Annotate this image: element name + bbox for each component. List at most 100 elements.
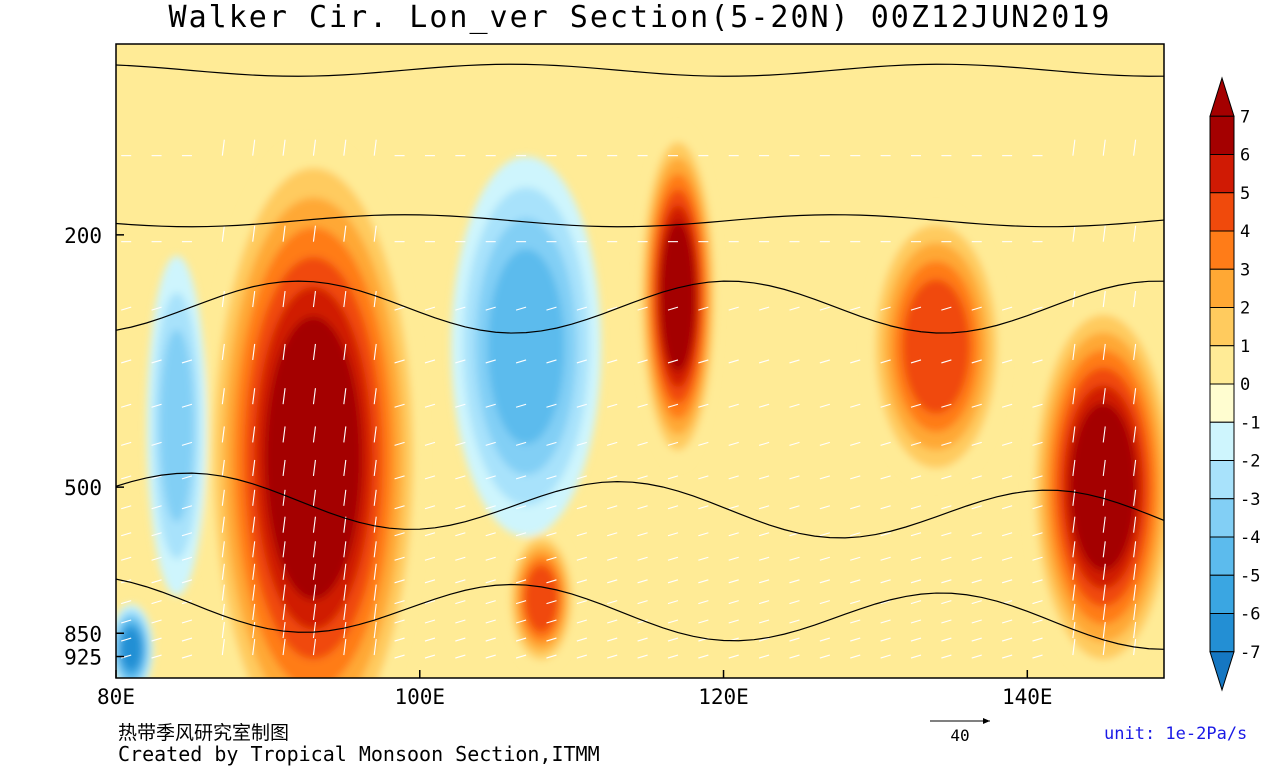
wind-vector: [181, 403, 193, 408]
wind-vector: [424, 532, 436, 537]
wind-vector: [282, 584, 286, 601]
wind-vector: [880, 475, 891, 480]
wind-vector: [394, 579, 405, 584]
wind-vector: [515, 403, 527, 408]
wind-vector: [850, 441, 861, 446]
wind-vector: [637, 532, 648, 537]
wind-vector: [1032, 306, 1043, 311]
wind-vector: [121, 505, 132, 510]
wind-vector: [1001, 637, 1013, 642]
wind-vector: [971, 306, 982, 311]
wind-vector: [546, 654, 557, 659]
wind-vector: [941, 532, 952, 537]
wind-vector: [971, 475, 982, 480]
wind-vector: [850, 619, 861, 624]
colorbar-top-arrow: [1209, 76, 1235, 117]
wind-vector: [667, 441, 679, 446]
wind-vector: [850, 505, 861, 510]
wind-vector: [698, 600, 709, 605]
wind-vector: [221, 388, 225, 405]
wind-vector: [971, 556, 982, 561]
wind-vector: [312, 584, 316, 601]
wind-vector: [181, 505, 193, 510]
wind-vector: [850, 403, 861, 408]
wind-vector: [546, 600, 557, 605]
wind-vector: [221, 638, 225, 656]
wind-vector: [282, 638, 286, 656]
wind-vector: [637, 619, 648, 624]
streamline: [116, 472, 1164, 539]
wind-vector: [485, 619, 496, 624]
wind-vector: [455, 403, 466, 408]
wind-vector: [343, 489, 347, 506]
wind-vector: [1133, 343, 1137, 360]
colorbar-swatch: [1209, 307, 1235, 347]
contour-field: [116, 44, 1164, 678]
wind-vector: [607, 619, 618, 624]
y-tick-label: 200: [64, 224, 102, 248]
wind-vector: [941, 579, 952, 584]
wind-vector: [343, 291, 347, 308]
streamline: [116, 63, 1164, 77]
wind-vector: [373, 516, 377, 533]
wind-vector: [252, 603, 256, 621]
colorbar-swatch: [1209, 268, 1235, 308]
wind-vector: [485, 306, 496, 311]
wind-vector: [485, 556, 496, 561]
colorbar-label: 6: [1240, 146, 1250, 166]
wind-vector: [637, 306, 648, 311]
wind-vector: [151, 532, 162, 537]
colorbar-label: -5: [1240, 566, 1260, 586]
wind-vector: [394, 556, 405, 561]
wind-vector: [698, 579, 709, 584]
wind-vector: [758, 532, 770, 537]
wind-vector: [394, 475, 405, 480]
wind-vector: [607, 403, 618, 408]
wind-vector: [151, 556, 162, 561]
wind-vector: [1001, 556, 1013, 561]
wind-vector: [1072, 459, 1076, 476]
wind-vector: [343, 459, 347, 476]
wind-vector: [282, 388, 286, 405]
wind-vector: [880, 403, 891, 408]
wind-vector: [282, 541, 286, 558]
wind-vector: [637, 579, 648, 584]
wind-vector: [221, 622, 225, 639]
wind-vector: [343, 388, 347, 405]
wind-vector: [1072, 139, 1076, 156]
wind-vector: [819, 637, 831, 642]
wind-vector: [576, 475, 587, 480]
wind-vector: [485, 441, 496, 446]
wind-vector: [424, 306, 436, 311]
wind-vector: [546, 441, 557, 446]
wind-vector: [151, 306, 162, 311]
wind-vector: [1102, 489, 1106, 506]
wind-vector: [667, 600, 679, 605]
wind-vector: [850, 637, 861, 642]
wind-vector: [819, 403, 831, 408]
wind-vector: [1032, 556, 1043, 561]
wind-vector: [485, 579, 496, 584]
wind-vector: [1001, 403, 1013, 408]
wind-vector: [637, 505, 648, 510]
wind-vector: [576, 637, 587, 642]
wind-vector: [1001, 579, 1013, 584]
wind-vector: [1102, 388, 1106, 405]
wind-vector: [758, 556, 770, 561]
wind-vector: [515, 637, 527, 642]
wind-vector: [343, 225, 347, 242]
wind-vector: [221, 343, 225, 360]
wind-vector: [1102, 622, 1106, 639]
wind-vector: [789, 403, 800, 408]
wind-vector: [789, 556, 800, 561]
wind-vector: [819, 359, 831, 364]
wind-vector: [455, 637, 466, 642]
wind-vector: [373, 291, 377, 308]
wind-vector: [1001, 359, 1013, 364]
wind-vector: [312, 516, 316, 533]
wind-vector: [121, 306, 132, 311]
wind-vector: [1102, 584, 1106, 601]
chart-title: Walker Cir. Lon_ver Section(5-20N) 00Z12…: [168, 0, 1112, 35]
wind-vector: [121, 403, 132, 408]
